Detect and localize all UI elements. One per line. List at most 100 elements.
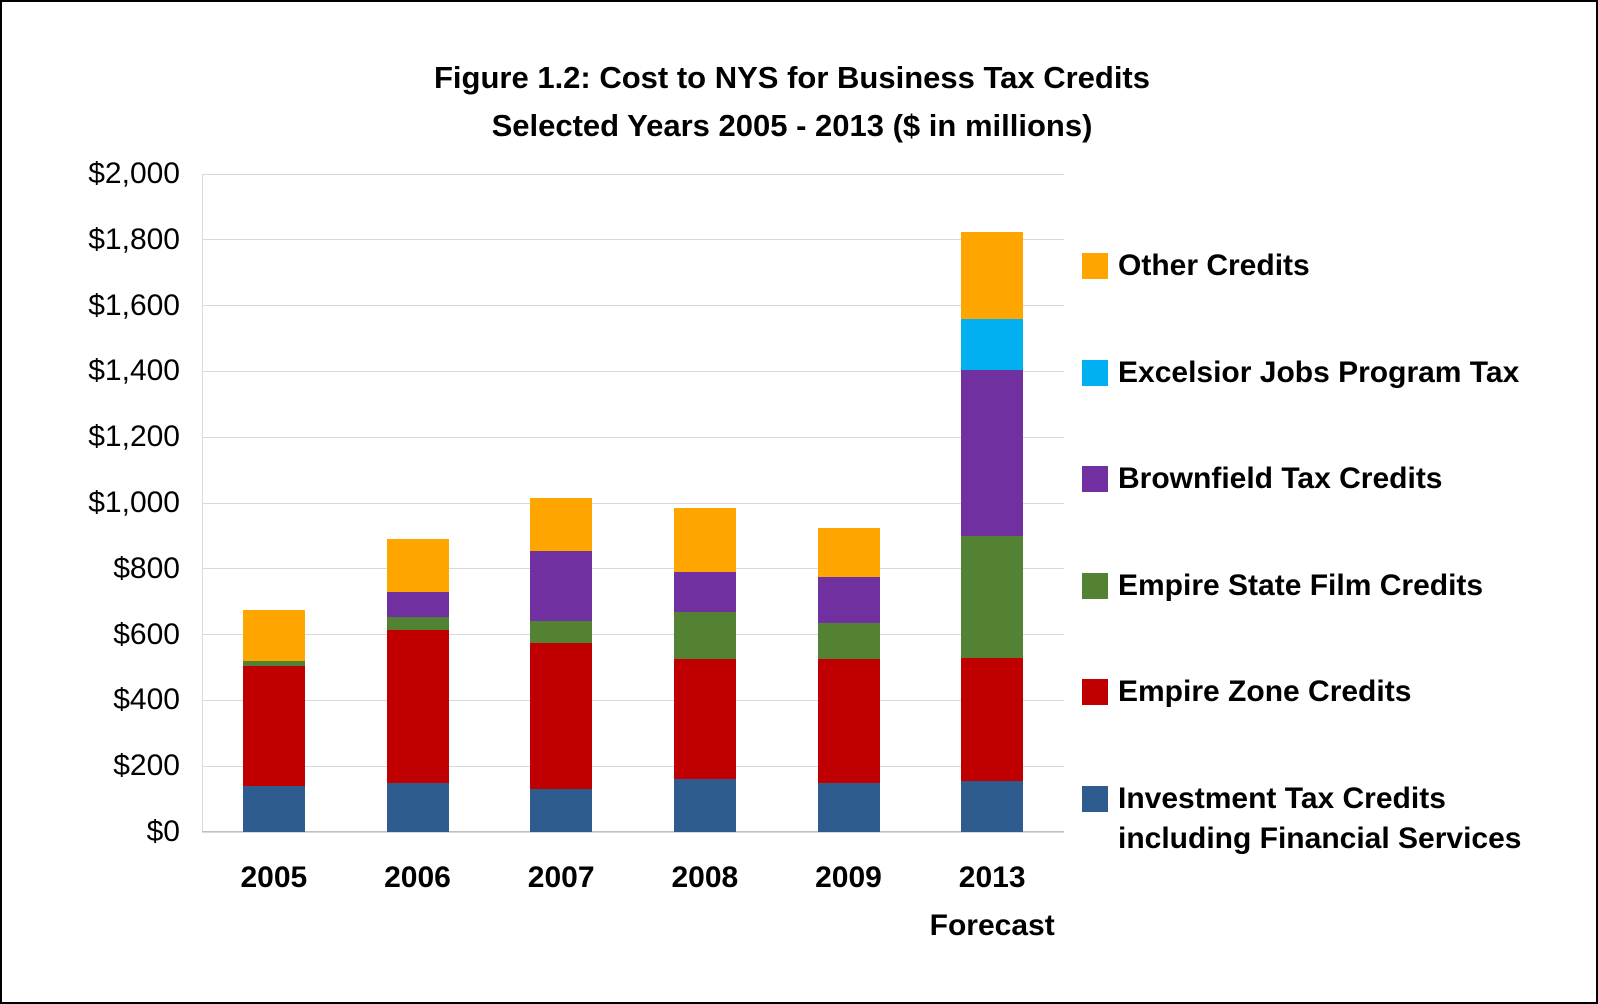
chart-title-line2: Selected Years 2005 - 2013 ($ in million… [491,108,1093,144]
y-tick-label: $0 [146,815,180,848]
x-tick-label-line: 2013 [958,861,1026,894]
bar-segment [673,659,736,780]
x-tick-label: 2005 [202,854,346,902]
gridline [202,699,1064,701]
legend-entry: Empire Zone Credits [1082,672,1521,713]
bar-segment [386,591,449,617]
legend-label: Excelsior Jobs Program Tax [1118,353,1519,394]
x-tick-label-line: Forecast [929,909,1055,942]
legend-label: Empire Zone Credits [1118,672,1411,713]
bar-segment [530,550,593,622]
bar-segment [961,535,1024,658]
legend-entry: Brownfield Tax Credits [1082,459,1521,500]
bar-segment [242,785,305,832]
stacked-bar [817,527,880,832]
stacked-bar [386,539,449,832]
bar-segment [242,665,305,786]
bar-segment [530,621,593,643]
gridline [202,502,1064,504]
bar-segment [673,611,736,660]
gridline [202,568,1064,570]
x-tick-label-line: 2008 [671,861,739,894]
bar-segment [242,660,305,666]
y-tick-label: $1,600 [88,288,180,322]
y-tick-label: $200 [113,749,180,783]
legend-label-line: Brownfield Tax Credits [1118,462,1443,495]
legend-entry: Empire State Film Credits [1082,566,1521,607]
bar-segment [673,572,736,612]
gridline [202,831,1064,833]
legend-label-line: Excelsior Jobs Program Tax [1118,355,1520,389]
legend-entry: Excelsior Jobs Program Tax [1082,353,1521,394]
legend: Other Credits Excelsior Jobs Program Tax B… [1082,246,1521,860]
bar-segment [673,779,736,832]
bar-segment [817,782,880,832]
legend-label-line: including Financial Services [1118,822,1522,855]
legend-label: Other Credits [1118,246,1310,287]
legend-label: Empire State Film Credits [1118,566,1483,607]
bar-segment [242,609,305,661]
legend-swatch-icon [1082,679,1108,705]
y-tick-label: $2,000 [88,157,180,190]
gridline [202,765,1064,767]
bar-segment [673,507,736,573]
legend-swatch-icon [1082,359,1108,386]
stacked-bar [673,507,736,832]
bar-segment [530,498,593,551]
gridline [202,370,1064,372]
gridline [202,239,1064,241]
legend-swatch-icon [1082,466,1108,492]
bar-segment [817,527,880,578]
x-tick-label: 2006 [346,854,490,902]
bar-segment [961,318,1024,370]
y-tick-label: $400 [113,683,180,717]
legend-label-line: Empire State Film Credits [1118,568,1484,602]
y-tick-label: $600 [113,617,180,651]
bar-segment [961,657,1024,782]
bar-segment [386,782,449,832]
x-tick-label: 2013 Forecast [920,854,1064,950]
legend-label: Investment Tax Credits including Financia… [1118,779,1521,860]
gridline [202,634,1064,636]
y-tick-label: $1,800 [88,222,180,256]
bar-segment [961,369,1024,536]
y-tick-label: $1,000 [88,486,180,519]
chart-title: Figure 1.2: Cost to NYS for Business Tax… [2,54,1582,150]
legend-label-line: Investment Tax Credits [1118,781,1446,815]
stacked-bar [961,231,1024,832]
gridline [202,305,1064,307]
chart-title-line1: Figure 1.2: Cost to NYS for Business Tax… [433,60,1150,95]
stacked-bar [530,498,593,832]
legend-swatch-icon [1082,253,1108,279]
bar-segment [961,231,1024,319]
x-tick-label: 2009 [777,854,921,902]
legend-label-line: Other Credits [1118,249,1310,282]
legend-swatch-icon [1082,572,1108,599]
bar-segment [530,642,593,790]
bar-segment [961,781,1024,832]
x-tick-label: 2008 [633,854,777,902]
x-tick-label: 2007 [489,854,633,902]
bar-segment [386,629,449,783]
plot-area [202,173,1064,833]
gridline [202,173,1064,175]
x-tick-label-line: 2005 [240,861,308,894]
stacked-bar [242,609,305,832]
legend-label-line: Empire Zone Credits [1118,675,1412,708]
y-tick-label: $1,200 [88,420,180,454]
x-tick-label-line: 2007 [527,861,595,894]
y-tick-label: $1,400 [88,354,180,388]
legend-entry: Investment Tax Credits including Financia… [1082,779,1521,860]
legend-label: Brownfield Tax Credits [1118,459,1443,500]
bar-segment [817,623,880,660]
x-tick-label-line: 2006 [384,861,451,894]
x-tick-label-line: 2009 [815,861,882,894]
legend-swatch-icon [1082,785,1108,812]
bar-segment [817,659,880,783]
bar-segment [817,577,880,624]
bar-segment [386,616,449,630]
y-tick-label: $800 [113,551,180,585]
gridline [202,436,1064,438]
legend-entry: Other Credits [1082,246,1521,287]
